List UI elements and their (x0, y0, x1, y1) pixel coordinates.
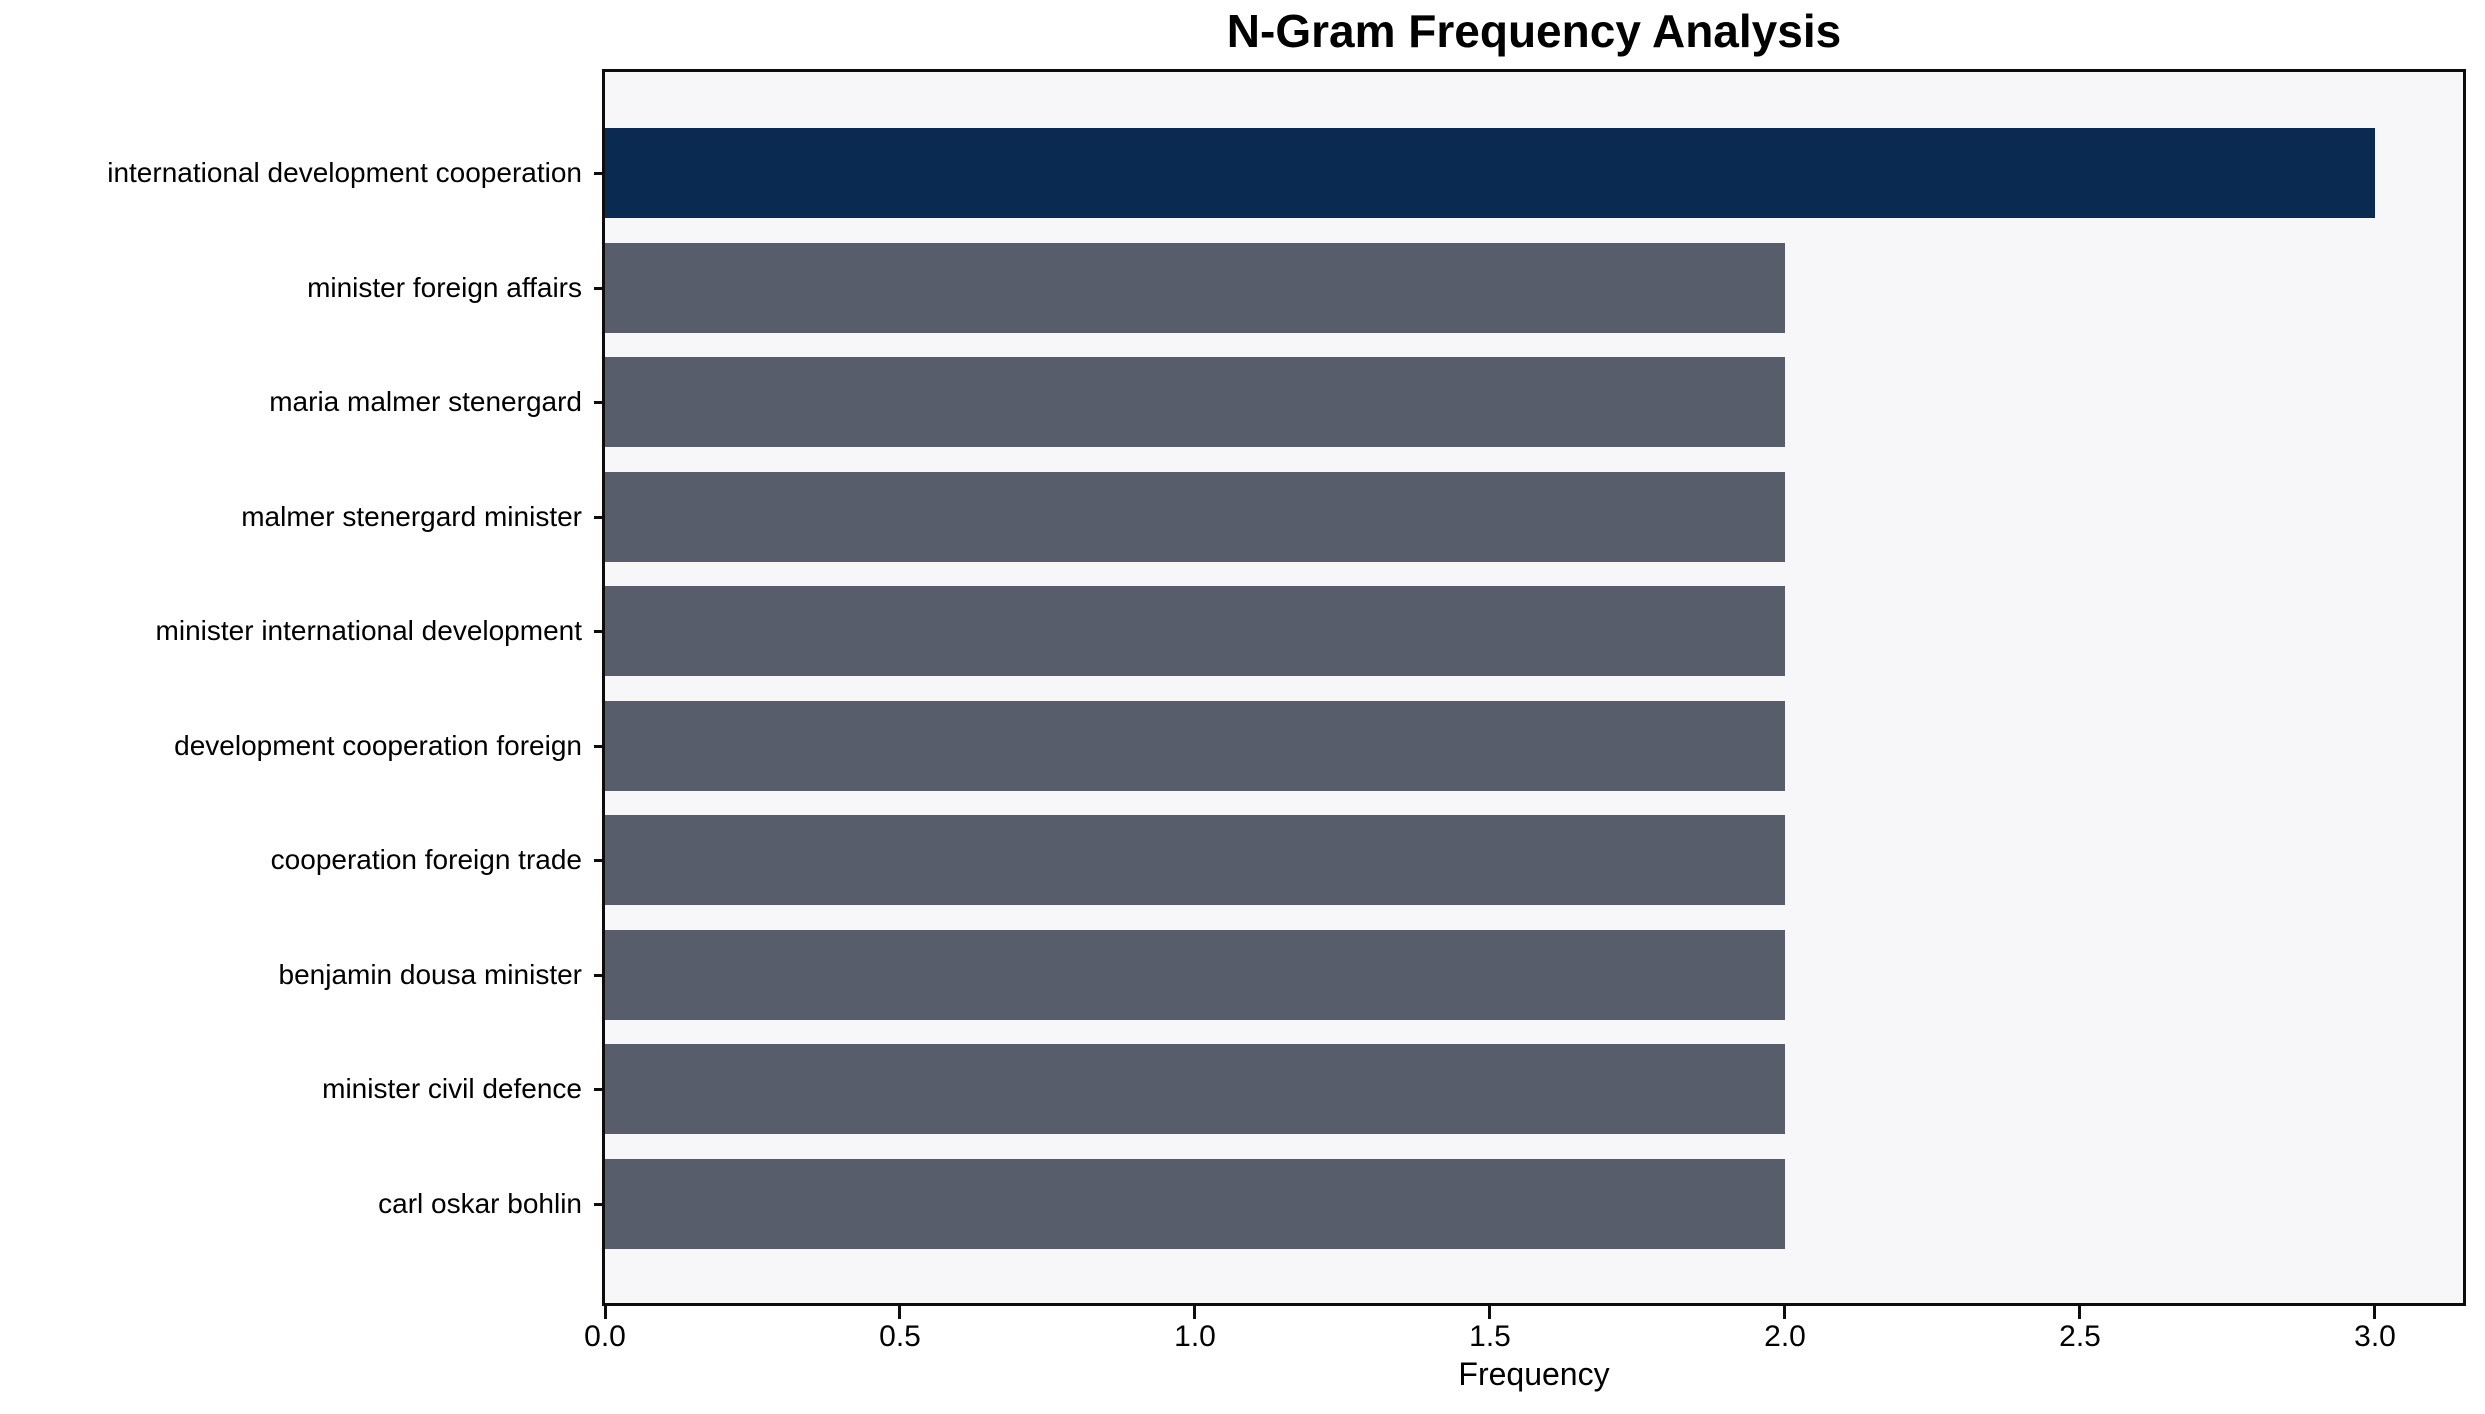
y-tick-label: carl oskar bohlin (378, 1187, 582, 1219)
x-tick-mark (2078, 1306, 2081, 1319)
y-tick-mark (594, 401, 605, 404)
y-tick-label: benjamin dousa minister (278, 958, 583, 990)
bar (605, 357, 1785, 447)
bar (605, 1044, 1785, 1134)
y-tick-mark (594, 286, 605, 290)
x-tick-label: 1.0 (1174, 1320, 1216, 1353)
plot-area (602, 69, 2466, 1306)
y-tick-mark (594, 630, 605, 633)
y-tick-mark (594, 744, 605, 748)
x-tick-label: 2.5 (2059, 1320, 2101, 1353)
y-tick-label: malmer stenergard minister (241, 500, 582, 532)
y-tick-mark (594, 1202, 605, 1206)
x-tick-label: 3.0 (2354, 1320, 2396, 1353)
x-tick-label: 0.5 (879, 1320, 921, 1353)
x-tick-mark (1193, 1306, 1196, 1319)
y-tick-label: minister international development (155, 615, 582, 646)
y-tick-mark (594, 859, 605, 862)
x-tick-mark (1783, 1306, 1786, 1319)
x-tick-label: 2.0 (1764, 1320, 1806, 1353)
y-tick-mark (594, 515, 605, 519)
bar (605, 929, 1785, 1020)
y-tick-label: minister foreign affairs (307, 271, 582, 303)
y-tick-label: development cooperation foreign (174, 729, 582, 761)
x-tick-label: 0.0 (584, 1320, 626, 1353)
x-tick-mark (604, 1306, 607, 1319)
bar (605, 128, 2375, 218)
bar (605, 700, 1785, 791)
bar (605, 471, 1785, 562)
y-tick-label: maria malmer stenergard (269, 386, 582, 417)
bar (605, 815, 1785, 905)
y-tick-label: international development cooperation (107, 157, 582, 188)
x-tick-mark (898, 1306, 901, 1319)
chart-title: N-Gram Frequency Analysis (1226, 5, 1842, 57)
x-tick-mark (1488, 1306, 1491, 1319)
y-tick-mark (594, 172, 605, 175)
y-tick-label: minister civil defence (322, 1073, 582, 1104)
bar (605, 242, 1785, 333)
x-axis-label: Frequency (1458, 1356, 1610, 1392)
y-tick-mark (594, 973, 605, 977)
y-tick-mark (594, 1088, 605, 1091)
bar (605, 1158, 1785, 1249)
bar (605, 586, 1785, 676)
y-tick-label: cooperation foreign trade (270, 844, 582, 875)
x-tick-label: 1.5 (1469, 1320, 1511, 1353)
x-tick-mark (2373, 1306, 2376, 1319)
